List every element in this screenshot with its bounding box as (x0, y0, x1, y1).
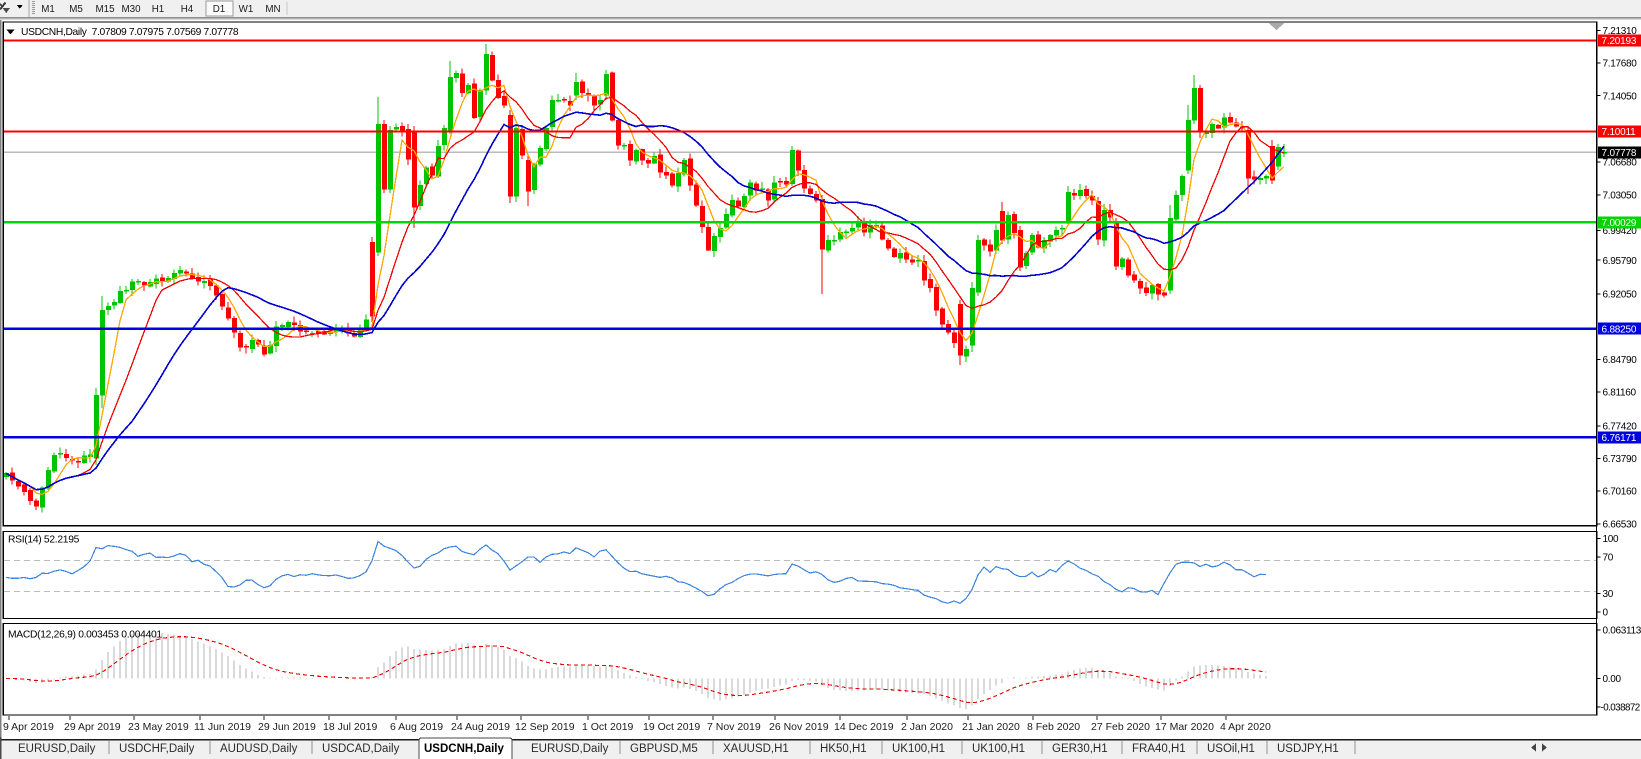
svg-text:EURUSD,Daily: EURUSD,Daily (18, 743, 96, 755)
svg-text:XAUUSD,H1: XAUUSD,H1 (723, 743, 789, 755)
svg-text:6.81160: 6.81160 (1603, 388, 1637, 399)
svg-text:FRA40,H1: FRA40,H1 (1132, 743, 1186, 755)
svg-text:7.07778: 7.07778 (1602, 148, 1637, 159)
svg-text:D1: D1 (213, 4, 226, 15)
svg-text:14 Dec 2019: 14 Dec 2019 (834, 721, 894, 733)
svg-text:24 Aug 2019: 24 Aug 2019 (451, 721, 510, 733)
svg-text:GBPUSD,M5: GBPUSD,M5 (630, 743, 698, 755)
svg-text:H4: H4 (181, 4, 194, 15)
svg-text:MACD(12,26,9) 0.003453 0.00440: MACD(12,26,9) 0.003453 0.004401 (8, 630, 162, 641)
svg-text:6.77420: 6.77420 (1603, 421, 1638, 432)
svg-text:7.03050: 7.03050 (1603, 190, 1638, 201)
svg-text:0.00: 0.00 (1603, 674, 1622, 685)
svg-text:18 Jul 2019: 18 Jul 2019 (323, 721, 377, 733)
svg-text:7.21310: 7.21310 (1603, 26, 1638, 37)
svg-text:19 Oct 2019: 19 Oct 2019 (643, 721, 700, 733)
svg-text:GER30,H1: GER30,H1 (1052, 743, 1108, 755)
svg-text:0.063113: 0.063113 (1603, 626, 1641, 637)
svg-text:7.17680: 7.17680 (1603, 59, 1638, 70)
svg-text:USDJPY,H1: USDJPY,H1 (1277, 743, 1339, 755)
svg-text:11 Jun 2019: 11 Jun 2019 (194, 721, 251, 733)
svg-text:7.00029: 7.00029 (1602, 218, 1637, 229)
svg-text:M1: M1 (41, 4, 55, 15)
svg-text:USOil,H1: USOil,H1 (1207, 743, 1255, 755)
svg-text:2 Jan 2020: 2 Jan 2020 (901, 721, 953, 733)
svg-text:USDCAD,Daily: USDCAD,Daily (322, 743, 400, 755)
svg-text:27 Feb 2020: 27 Feb 2020 (1091, 721, 1150, 733)
svg-text:29 Apr 2019: 29 Apr 2019 (64, 721, 121, 733)
svg-text:AUDUSD,Daily: AUDUSD,Daily (220, 743, 298, 755)
svg-text:USDCNH,Daily 7.07809 7.07975: USDCNH,Daily 7.07809 7.07975 7.07569 7.0… (21, 27, 239, 38)
svg-text:-0.038872: -0.038872 (1601, 703, 1640, 714)
svg-text:MN: MN (265, 4, 280, 15)
svg-text:12 Sep 2019: 12 Sep 2019 (515, 721, 575, 733)
svg-text:HK50,H1: HK50,H1 (820, 743, 867, 755)
svg-text:M30: M30 (121, 4, 141, 15)
svg-text:29 Jun 2019: 29 Jun 2019 (258, 721, 316, 733)
svg-text:23 May 2019: 23 May 2019 (128, 721, 189, 733)
svg-text:6.95790: 6.95790 (1603, 256, 1638, 267)
svg-text:0: 0 (1603, 608, 1609, 619)
svg-text:M15: M15 (95, 4, 115, 15)
svg-text:30: 30 (1603, 589, 1614, 600)
svg-text:H1: H1 (152, 4, 165, 15)
svg-text:6.88250: 6.88250 (1602, 324, 1637, 335)
svg-text:UK100,H1: UK100,H1 (972, 743, 1025, 755)
svg-text:6.92050: 6.92050 (1603, 290, 1638, 301)
svg-text:4 Apr 2020: 4 Apr 2020 (1220, 721, 1271, 733)
svg-text:7.06680: 7.06680 (1603, 158, 1638, 169)
svg-text:RSI(14) 52.2195: RSI(14) 52.2195 (8, 535, 80, 546)
svg-text:7.20193: 7.20193 (1602, 36, 1637, 47)
svg-text:USDCHF,Daily: USDCHF,Daily (119, 743, 195, 755)
svg-text:7.14050: 7.14050 (1603, 91, 1638, 102)
svg-text:W1: W1 (239, 4, 254, 15)
svg-text:6 Aug 2019: 6 Aug 2019 (390, 721, 443, 733)
svg-text:6.66530: 6.66530 (1603, 519, 1638, 530)
svg-text:6.73790: 6.73790 (1603, 454, 1638, 465)
svg-text:9 Apr 2019: 9 Apr 2019 (3, 721, 54, 733)
svg-text:8 Feb 2020: 8 Feb 2020 (1027, 721, 1080, 733)
svg-text:7 Nov 2019: 7 Nov 2019 (707, 721, 761, 733)
svg-text:6.70160: 6.70160 (1603, 487, 1638, 498)
svg-text:17 Mar 2020: 17 Mar 2020 (1155, 721, 1214, 733)
svg-text:7.10011: 7.10011 (1602, 127, 1637, 138)
svg-text:6.76171: 6.76171 (1602, 433, 1637, 444)
svg-text:UK100,H1: UK100,H1 (892, 743, 945, 755)
svg-text:26 Nov 2019: 26 Nov 2019 (769, 721, 829, 733)
svg-text:USDCNH,Daily: USDCNH,Daily (424, 743, 504, 755)
svg-text:EURUSD,Daily: EURUSD,Daily (531, 743, 609, 755)
svg-text:1 Oct 2019: 1 Oct 2019 (582, 721, 634, 733)
svg-text:M5: M5 (69, 4, 83, 15)
svg-text:21 Jan 2020: 21 Jan 2020 (962, 721, 1020, 733)
svg-text:6.84790: 6.84790 (1603, 355, 1638, 366)
svg-text:100: 100 (1603, 534, 1620, 545)
svg-text:6.99420: 6.99420 (1603, 226, 1638, 237)
svg-text:70: 70 (1603, 553, 1614, 564)
